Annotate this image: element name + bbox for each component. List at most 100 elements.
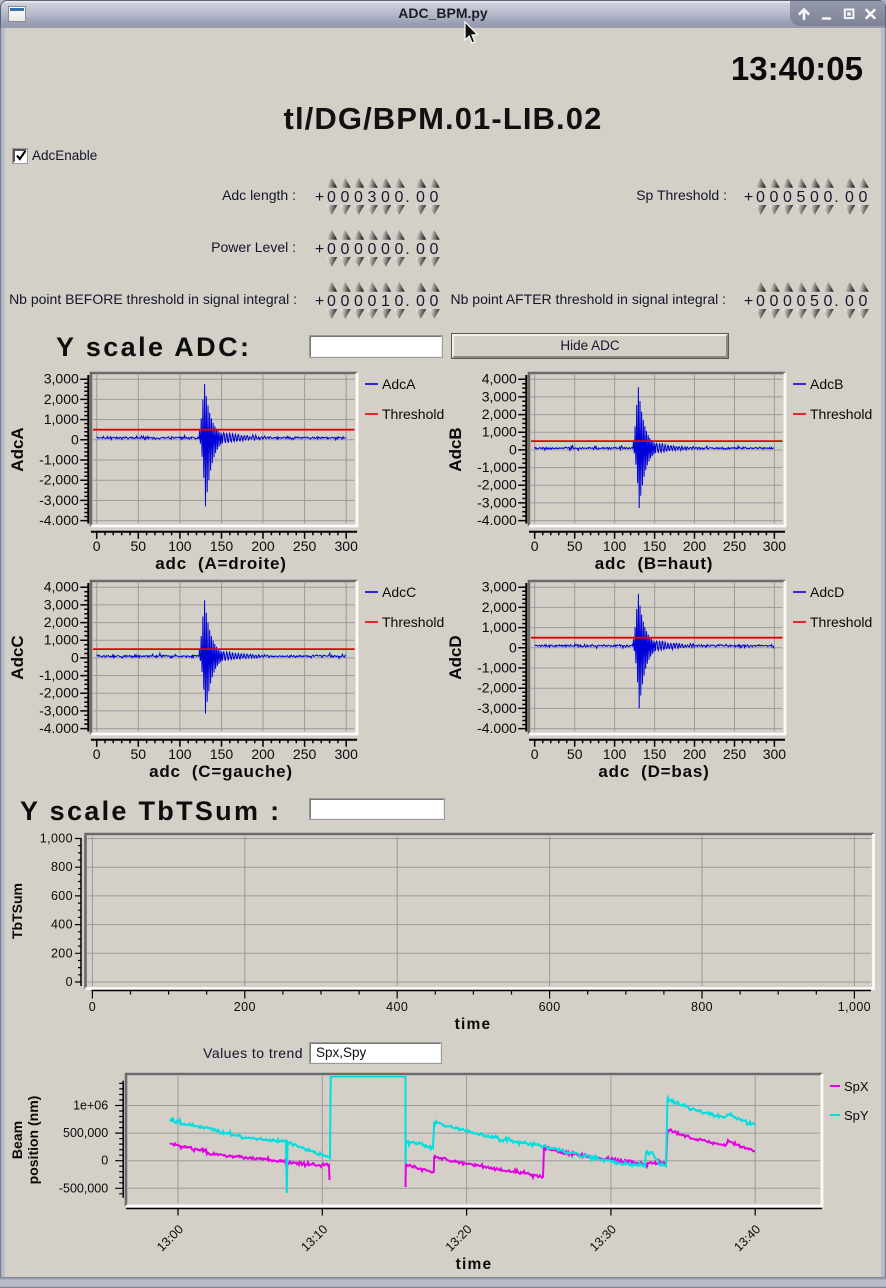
- svg-text:-500,000: -500,000: [59, 1181, 108, 1195]
- svg-text:100: 100: [168, 746, 192, 762]
- svg-text:-4.000: -4.000: [39, 512, 79, 528]
- svg-text:-3,000: -3,000: [39, 702, 79, 718]
- svg-text:0: 0: [531, 538, 539, 554]
- svg-text:0: 0: [71, 649, 79, 665]
- svg-text:-3,000: -3,000: [477, 700, 517, 716]
- svg-text:-2,000: -2,000: [39, 472, 79, 488]
- svg-text:13:10: 13:10: [298, 1222, 330, 1254]
- svg-text:50: 50: [567, 538, 583, 554]
- svg-text:AdcD: AdcD: [446, 635, 465, 679]
- svg-text:50: 50: [131, 746, 147, 762]
- svg-text:AdcB: AdcB: [446, 427, 465, 471]
- svg-text:0: 0: [66, 975, 73, 989]
- svg-text:300: 300: [763, 746, 787, 762]
- svg-text:Threshold: Threshold: [382, 614, 444, 630]
- svg-text:600: 600: [539, 1000, 561, 1014]
- svg-text:300: 300: [335, 746, 359, 762]
- svg-text:0: 0: [101, 1154, 108, 1168]
- svg-text:400: 400: [51, 918, 73, 932]
- svg-text:3,000: 3,000: [44, 596, 79, 612]
- svg-text:3,000: 3,000: [482, 579, 517, 595]
- svg-text:200: 200: [683, 746, 707, 762]
- svg-text:adc (C=gauche): adc (C=gauche): [149, 762, 293, 781]
- svg-text:200: 200: [251, 538, 275, 554]
- svg-text:200: 200: [51, 946, 73, 960]
- svg-text:800: 800: [691, 1000, 713, 1014]
- svg-text:time: time: [456, 1256, 493, 1273]
- svg-text:1,000: 1,000: [838, 1000, 871, 1014]
- svg-text:250: 250: [723, 746, 747, 762]
- svg-text:0: 0: [89, 1000, 96, 1014]
- svg-text:200: 200: [251, 746, 275, 762]
- svg-text:adc (B=haut): adc (B=haut): [595, 554, 714, 573]
- svg-text:SpX: SpX: [844, 1079, 869, 1094]
- svg-text:300: 300: [763, 538, 787, 554]
- svg-text:600: 600: [51, 889, 73, 903]
- svg-text:3,000: 3,000: [44, 371, 79, 387]
- svg-text:800: 800: [51, 860, 73, 874]
- svg-text:-1,000: -1,000: [477, 459, 517, 475]
- svg-text:TbTSum: TbTSum: [9, 883, 25, 939]
- svg-text:100: 100: [603, 746, 627, 762]
- svg-text:1,000: 1,000: [482, 619, 517, 635]
- svg-text:AdcB: AdcB: [810, 376, 843, 392]
- svg-text:1,000: 1,000: [44, 632, 79, 648]
- svg-text:2,000: 2,000: [482, 599, 517, 615]
- svg-text:Threshold: Threshold: [810, 614, 872, 630]
- svg-text:-2,000: -2,000: [477, 680, 517, 696]
- svg-text:adc (A=droite): adc (A=droite): [155, 554, 287, 573]
- svg-text:time: time: [455, 1016, 492, 1033]
- svg-text:0: 0: [71, 431, 79, 447]
- svg-text:-3,000: -3,000: [477, 494, 517, 510]
- svg-text:150: 150: [210, 538, 234, 554]
- svg-text:1,000: 1,000: [482, 424, 517, 440]
- svg-text:-1,000: -1,000: [477, 660, 517, 676]
- svg-text:SpY: SpY: [844, 1108, 869, 1123]
- svg-text:-4.000: -4.000: [477, 512, 517, 528]
- svg-text:0: 0: [531, 746, 539, 762]
- svg-text:150: 150: [643, 746, 667, 762]
- svg-text:13:20: 13:20: [443, 1222, 475, 1254]
- svg-text:1e+06: 1e+06: [73, 1099, 108, 1113]
- svg-text:4,000: 4,000: [482, 371, 517, 387]
- svg-text:150: 150: [643, 538, 667, 554]
- svg-text:250: 250: [293, 538, 317, 554]
- svg-text:0: 0: [93, 538, 101, 554]
- svg-text:200: 200: [234, 1000, 256, 1014]
- svg-text:-4.000: -4.000: [477, 720, 517, 736]
- svg-text:AdcA: AdcA: [8, 427, 27, 471]
- svg-text:0: 0: [93, 746, 101, 762]
- svg-text:position (nm): position (nm): [25, 1096, 41, 1185]
- svg-text:AdcC: AdcC: [8, 635, 27, 679]
- svg-text:adc (D=bas): adc (D=bas): [598, 762, 709, 781]
- svg-text:-2,000: -2,000: [39, 685, 79, 701]
- svg-text:13:00: 13:00: [154, 1222, 186, 1254]
- svg-text:1,000: 1,000: [44, 411, 79, 427]
- svg-text:500,000: 500,000: [63, 1126, 108, 1140]
- svg-text:1,000: 1,000: [40, 832, 73, 846]
- svg-text:-3,000: -3,000: [39, 492, 79, 508]
- svg-text:Threshold: Threshold: [810, 406, 872, 422]
- svg-text:2,000: 2,000: [44, 614, 79, 630]
- svg-text:13:40: 13:40: [731, 1222, 763, 1254]
- svg-text:Threshold: Threshold: [382, 406, 444, 422]
- svg-text:Beam: Beam: [9, 1121, 25, 1159]
- svg-text:0: 0: [509, 639, 517, 655]
- svg-text:13:30: 13:30: [587, 1222, 619, 1254]
- svg-text:150: 150: [210, 746, 234, 762]
- svg-text:4,000: 4,000: [44, 579, 79, 595]
- svg-text:200: 200: [683, 538, 707, 554]
- svg-text:2,000: 2,000: [482, 406, 517, 422]
- svg-text:-4.000: -4.000: [39, 720, 79, 736]
- svg-text:250: 250: [723, 538, 747, 554]
- svg-text:2,000: 2,000: [44, 391, 79, 407]
- svg-text:0: 0: [509, 441, 517, 457]
- svg-text:100: 100: [603, 538, 627, 554]
- svg-text:50: 50: [567, 746, 583, 762]
- svg-text:3,000: 3,000: [482, 388, 517, 404]
- svg-text:250: 250: [293, 746, 317, 762]
- svg-text:-1,000: -1,000: [39, 667, 79, 683]
- svg-text:AdcC: AdcC: [382, 584, 416, 600]
- svg-text:100: 100: [168, 538, 192, 554]
- svg-text:300: 300: [335, 538, 359, 554]
